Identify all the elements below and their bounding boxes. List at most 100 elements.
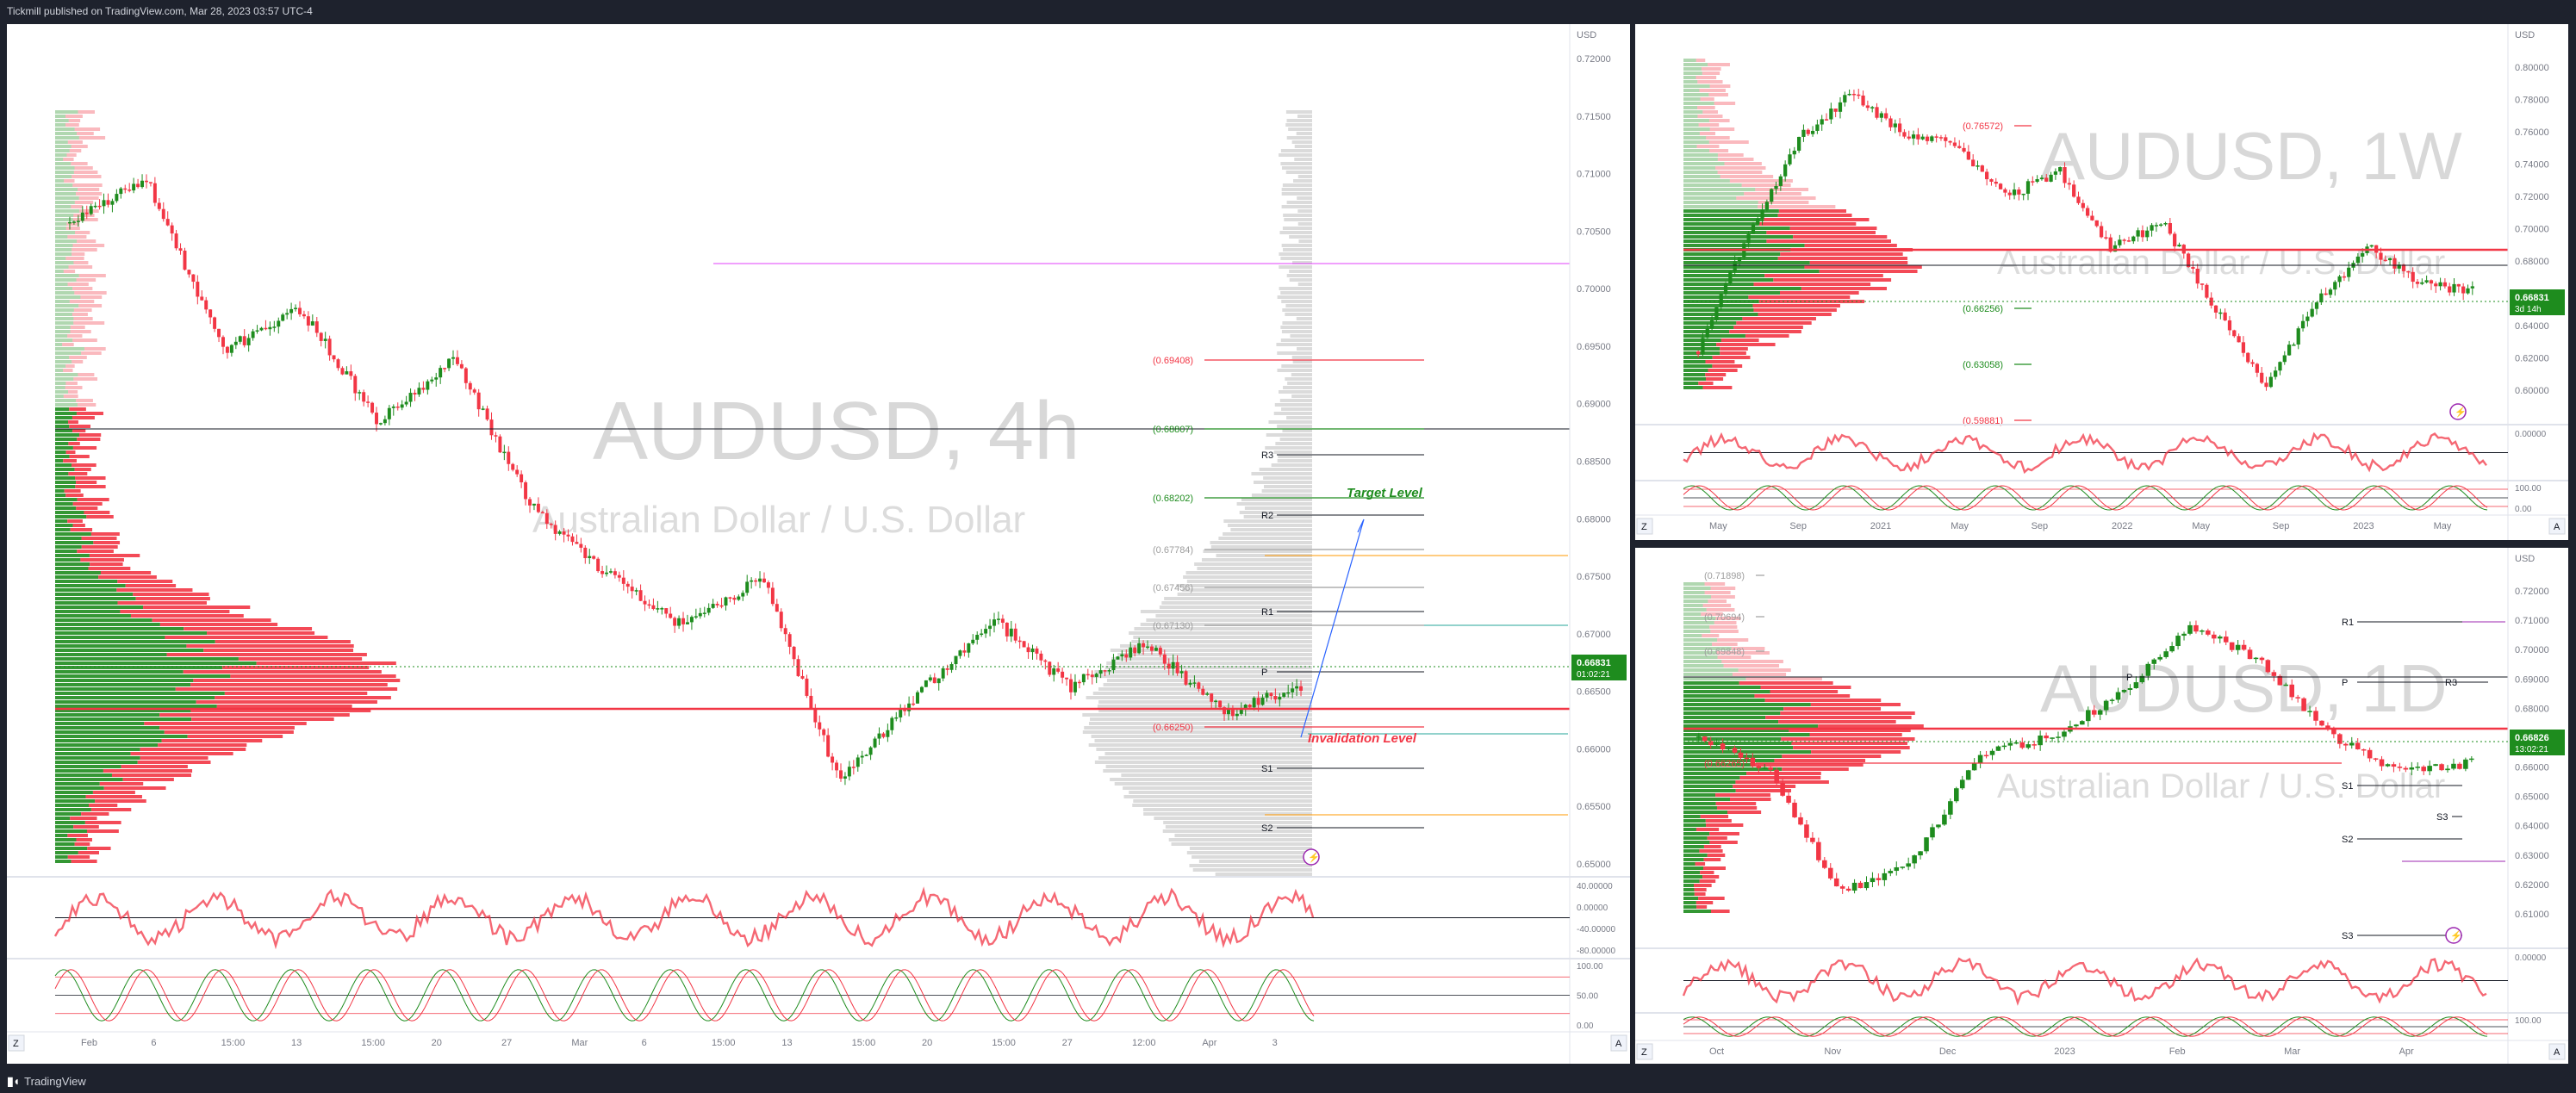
symbol-watermark: AUDUSD, 1W	[2040, 118, 2462, 194]
candle-body	[745, 581, 750, 593]
volume-profile-bar-up	[1683, 175, 1720, 178]
candle-body	[805, 678, 809, 696]
volume-profile-bar-up	[55, 420, 69, 424]
candle-body	[2200, 630, 2205, 632]
session-volume-bar	[1279, 153, 1312, 157]
volume-profile-bar-up	[55, 804, 90, 807]
session-volume-bar	[1296, 317, 1312, 320]
volume-profile-bar-down	[1804, 265, 1922, 269]
candle-body	[1142, 643, 1146, 648]
candle-body	[856, 757, 860, 767]
volume-profile-bar-down	[1760, 686, 1851, 689]
volume-profile-bar-up	[55, 218, 73, 221]
volume-profile-bar-up	[55, 812, 82, 816]
session-volume-bar	[1266, 433, 1312, 437]
candle-body	[1278, 697, 1282, 700]
candle-body	[1893, 123, 1897, 127]
chart-panel-1d[interactable]: AUDUSD, 1D Australian Dollar / U.S. Dolla…	[1635, 548, 2568, 1064]
candle-body	[975, 635, 980, 640]
volume-profile-bar-down	[73, 261, 89, 264]
candle-body	[298, 307, 302, 314]
volume-profile-bar-down	[1733, 326, 1803, 329]
candle-body	[136, 183, 140, 188]
volume-profile-bar-down	[130, 752, 233, 755]
candle-body	[1116, 656, 1120, 660]
volume-profile-bar-up	[1683, 123, 1699, 127]
candle-body	[818, 722, 822, 730]
candle-body	[2217, 637, 2223, 639]
volume-profile-bar-down	[183, 670, 382, 674]
candle-body	[907, 703, 912, 711]
volume-profile-bar-down	[1696, 76, 1717, 79]
candle-body	[2227, 320, 2232, 331]
candle-body	[2049, 174, 2053, 182]
time-tick: 20	[432, 1038, 442, 1048]
session-volume-bar	[1163, 821, 1312, 824]
session-volume-bar	[1103, 683, 1312, 686]
candle-body	[2081, 202, 2085, 208]
oscillator-line	[1682, 957, 2487, 1006]
volume-profile-bar-down	[63, 158, 74, 161]
volume-profile-bar-down	[122, 778, 174, 781]
volume-profile-bar-up	[1683, 364, 1713, 368]
candle-body	[2013, 742, 2019, 744]
auto-scale-button: A	[1615, 1039, 1622, 1049]
pivot-label: S1	[2342, 781, 2353, 792]
chart-panel-4h[interactable]: AUDUSD, 4h Australian Dollar / U.S. Dolla…	[7, 24, 1630, 1064]
candle-body	[826, 735, 831, 757]
candle-body	[1728, 271, 1733, 284]
volume-profile-bar-up	[55, 808, 91, 811]
candle-body	[728, 597, 732, 599]
candle-body	[2191, 267, 2195, 269]
volume-profile-bar-down	[1710, 910, 1730, 913]
time-tick: 2022	[2112, 521, 2132, 531]
session-volume-bar	[1121, 773, 1312, 777]
candle-body	[868, 747, 873, 755]
candle-body	[2343, 743, 2349, 746]
candle-body	[750, 580, 754, 582]
volume-profile-bar-down	[1780, 711, 1915, 715]
candle-body	[1780, 782, 1785, 796]
candle-body	[238, 336, 242, 342]
volume-profile-bar-down	[140, 748, 246, 751]
volume-profile-bar-up	[1683, 828, 1696, 831]
volume-profile-bar-up	[1683, 901, 1696, 904]
candle-body	[110, 201, 115, 205]
candle-body	[1048, 661, 1052, 675]
candle-body	[183, 251, 187, 270]
volume-profile-bar-up	[1683, 136, 1707, 140]
candle-body	[762, 578, 766, 583]
candle-body	[520, 474, 524, 482]
candle-body	[2457, 763, 2462, 769]
candle-body	[1030, 648, 1035, 653]
price-tick: 0.72000	[1577, 54, 1611, 65]
volume-profile-bar-up	[55, 343, 63, 346]
volume-profile-bar-up	[55, 558, 81, 562]
volume-profile-bar-up	[55, 769, 103, 773]
candle-body	[1783, 164, 1788, 177]
candle-body	[1971, 763, 1977, 771]
candle-body	[1239, 708, 1243, 714]
candle-body	[596, 558, 600, 572]
session-volume-bar	[1243, 515, 1312, 519]
price-tick: 0.69500	[1577, 342, 1611, 352]
candle-body	[353, 376, 358, 394]
lightning-glyph: ⚡	[2450, 930, 2462, 941]
volume-profile-bar-up	[55, 214, 74, 217]
volume-profile-bar-up	[1683, 617, 1716, 620]
volume-profile-bar-up	[1683, 214, 1778, 217]
chart-panel-1w[interactable]: AUDUSD, 1W Australian Dollar / U.S. Dolla…	[1635, 24, 2568, 540]
volume-profile-bar-up	[1683, 759, 1775, 762]
time-tick: Dec	[1939, 1046, 1957, 1057]
volume-profile-bar-down	[1701, 612, 1723, 616]
candle-body	[1750, 757, 1756, 767]
volume-profile-bar-up	[1683, 604, 1703, 607]
lightning-glyph: ⚡	[2455, 407, 2467, 418]
candle-body	[634, 590, 638, 592]
price-tick: 0.60000	[2515, 386, 2549, 396]
volume-profile-bar-down	[1704, 591, 1731, 594]
volume-profile-bar-down	[230, 674, 396, 678]
